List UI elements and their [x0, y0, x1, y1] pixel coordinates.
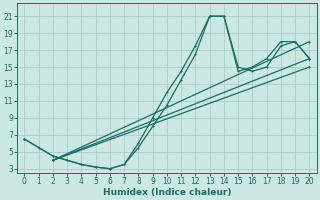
X-axis label: Humidex (Indice chaleur): Humidex (Indice chaleur) — [103, 188, 231, 197]
